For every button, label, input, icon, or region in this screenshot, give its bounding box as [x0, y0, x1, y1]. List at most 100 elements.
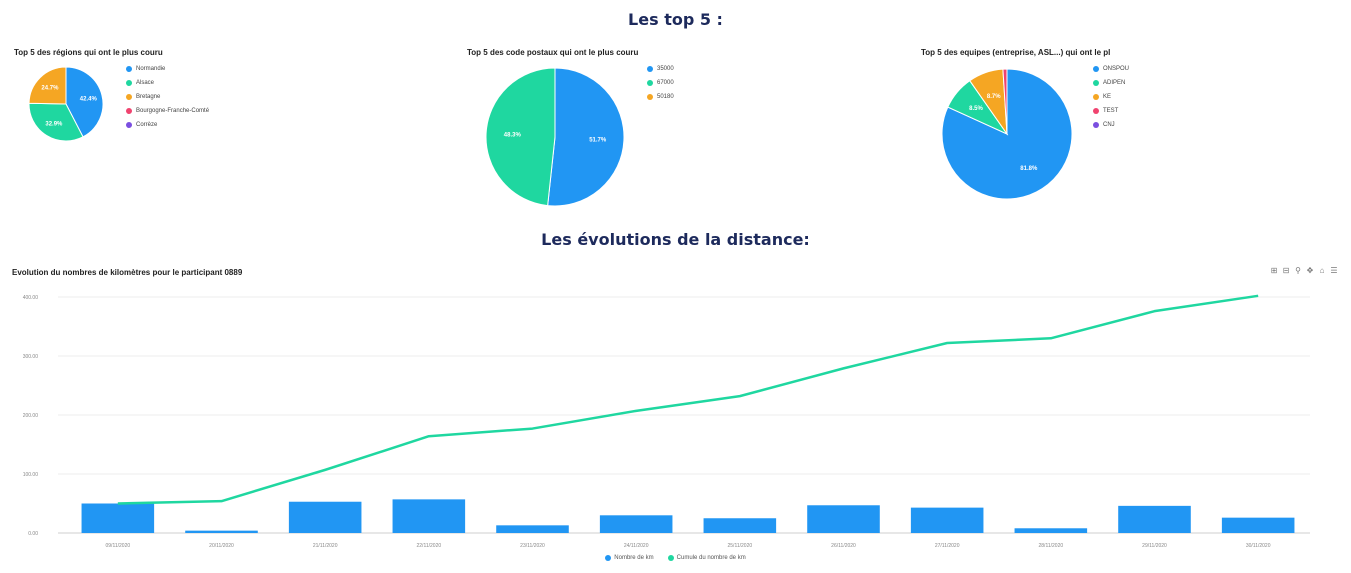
- pie-slice-0[interactable]: [941, 68, 1073, 200]
- evolution-chart-svg: 0.00 100.00 200.00 300.00 400.00 09/11/2020 20…: [23, 294, 1310, 549]
- pie-data-label-1: 8.5%: [969, 106, 983, 112]
- legend-label: Corrèze: [136, 122, 158, 128]
- x-tick-label: 28/11/2020: [1039, 543, 1064, 549]
- pie-slice-0[interactable]: [65, 66, 104, 138]
- pie-slice-1[interactable]: [485, 67, 556, 207]
- pie-regions-svg: 42.4% 32.9% 24.7%: [28, 66, 104, 142]
- pie-slice-0[interactable]: [547, 67, 625, 207]
- pie-teams-svg: 81.8% 8.5% 8.7%: [941, 68, 1073, 200]
- legend-item-0[interactable]: 35000: [647, 62, 674, 76]
- zoom-in-icon[interactable]: ⊞: [1270, 266, 1278, 275]
- pie-slice-2[interactable]: [28, 66, 67, 105]
- y-tick-label: 0.00: [28, 531, 38, 537]
- legend-line-marker: [667, 555, 674, 561]
- legend-label: CNJ: [1103, 122, 1115, 128]
- x-tick-label: 24/11/2020: [624, 543, 649, 549]
- legend-label: Normandie: [136, 66, 166, 72]
- bar-7[interactable]: [807, 505, 880, 533]
- legend-marker: [126, 108, 132, 114]
- legend-item-4[interactable]: Corrèze: [126, 118, 209, 132]
- menu-icon[interactable]: ☰: [1330, 266, 1338, 275]
- y-tick-label: 400.00: [23, 295, 39, 301]
- bar-10[interactable]: [1118, 505, 1191, 533]
- x-tick-label: 20/11/2020: [209, 543, 234, 549]
- y-tick-label: 300.00: [23, 354, 39, 360]
- pie-slice-3[interactable]: [1002, 68, 1008, 135]
- legend-label: TEST: [1103, 108, 1119, 114]
- bar-2[interactable]: [288, 501, 362, 533]
- pie-chart-postcodes: Top 5 des code postaux qui ont le plus c…: [467, 48, 887, 218]
- x-tick-label: 22/11/2020: [417, 543, 442, 549]
- evolution-section-title: Les évolutions de la distance:: [541, 230, 810, 249]
- zoom-out-icon[interactable]: ⊟: [1282, 266, 1290, 275]
- bar-8[interactable]: [910, 507, 984, 533]
- legend-marker: [647, 80, 653, 86]
- pie-title-regions: Top 5 des régions qui ont le plus couru: [14, 48, 163, 57]
- legend-item-0[interactable]: ONSPOU: [1093, 62, 1129, 76]
- legend-item-2[interactable]: 50180: [647, 90, 674, 104]
- bar-0[interactable]: [81, 503, 155, 534]
- legend-label: 50180: [657, 94, 674, 100]
- bar-9[interactable]: [1014, 528, 1088, 533]
- legend-item-2[interactable]: Bretagne: [126, 90, 209, 104]
- bar-5[interactable]: [599, 515, 673, 533]
- legend-item-3[interactable]: Bourgogne-Franche-Comté: [126, 104, 209, 118]
- x-tick-label: 29/11/2020: [1142, 543, 1167, 549]
- home-icon[interactable]: ⌂: [1319, 266, 1325, 275]
- legend-marker: [647, 66, 653, 72]
- y-tick-label: 200.00: [23, 413, 39, 419]
- legend-item-2[interactable]: KE: [1093, 90, 1129, 104]
- legend-label: ADIPEN: [1103, 80, 1126, 86]
- legend-item-1[interactable]: 67000: [647, 76, 674, 90]
- legend-marker: [1093, 66, 1099, 72]
- cumulative-line[interactable]: [117, 294, 1259, 505]
- legend-label: 67000: [657, 80, 674, 86]
- legend-marker: [1093, 80, 1099, 86]
- chart-toolbar: ⊞ ⊟ ⚲ ✥ ⌂ ☰: [1270, 267, 1338, 275]
- pie-data-label-0: 42.4%: [80, 97, 98, 103]
- legend-bar-marker: [605, 555, 612, 561]
- legend-marker: [647, 94, 653, 100]
- legend-line-label: Cumule du nombre de km: [676, 555, 746, 561]
- pie-title-teams: Top 5 des equipes (entreprise, ASL...) q…: [921, 48, 1111, 57]
- legend-item-3[interactable]: TEST: [1093, 104, 1129, 118]
- pie-chart-teams: Top 5 des equipes (entreprise, ASL...) q…: [921, 48, 1341, 218]
- top5-section-title: Les top 5 :: [628, 10, 723, 29]
- x-tick-label: 26/11/2020: [831, 543, 856, 549]
- legend-item-1[interactable]: Alsace: [126, 76, 209, 90]
- evolution-chart-title: Evolution du nombres de kilomètres pour …: [12, 268, 243, 277]
- bar-1[interactable]: [185, 530, 258, 533]
- legend-item-line[interactable]: Cumule du nombre de km: [667, 555, 746, 561]
- pie-postcodes-legend: 35000 67000 50180: [647, 62, 674, 104]
- magnify-icon[interactable]: ⚲: [1295, 266, 1301, 275]
- bar-3[interactable]: [392, 499, 466, 533]
- legend-marker: [1093, 108, 1099, 114]
- legend-marker: [126, 122, 132, 128]
- bar-4[interactable]: [496, 525, 569, 533]
- legend-label: Alsace: [136, 80, 155, 86]
- pie-title-postcodes: Top 5 des code postaux qui ont le plus c…: [467, 48, 639, 57]
- pie-teams-legend: ONSPOU ADIPEN KE TEST CNJ: [1093, 62, 1129, 132]
- legend-item-4[interactable]: CNJ: [1093, 118, 1129, 132]
- pie-slice-1[interactable]: [28, 102, 84, 142]
- pie-data-label-0: 81.8%: [1020, 166, 1038, 172]
- pie-data-label-2: 8.7%: [987, 94, 1001, 100]
- legend-item-bars[interactable]: Nombre de km: [605, 555, 654, 561]
- y-tick-label: 100.00: [23, 472, 39, 478]
- bar-11[interactable]: [1221, 517, 1295, 533]
- x-tick-label: 30/11/2020: [1246, 543, 1271, 549]
- pie-data-label-1: 32.9%: [45, 121, 63, 127]
- legend-bar-label: Nombre de km: [614, 555, 654, 561]
- bar-6[interactable]: [703, 518, 777, 533]
- legend-item-1[interactable]: ADIPEN: [1093, 76, 1129, 90]
- x-tick-label: 21/11/2020: [313, 543, 338, 549]
- pie-data-label-1: 48.3%: [504, 133, 522, 139]
- legend-label: KE: [1103, 94, 1112, 100]
- legend-marker: [126, 66, 132, 72]
- x-tick-label: 25/11/2020: [728, 543, 753, 549]
- pan-icon[interactable]: ✥: [1306, 266, 1314, 275]
- legend-marker: [126, 80, 132, 86]
- legend-item-0[interactable]: Normandie: [126, 62, 209, 76]
- x-tick-label: 09/11/2020: [106, 543, 131, 549]
- x-tick-label: 27/11/2020: [935, 543, 960, 549]
